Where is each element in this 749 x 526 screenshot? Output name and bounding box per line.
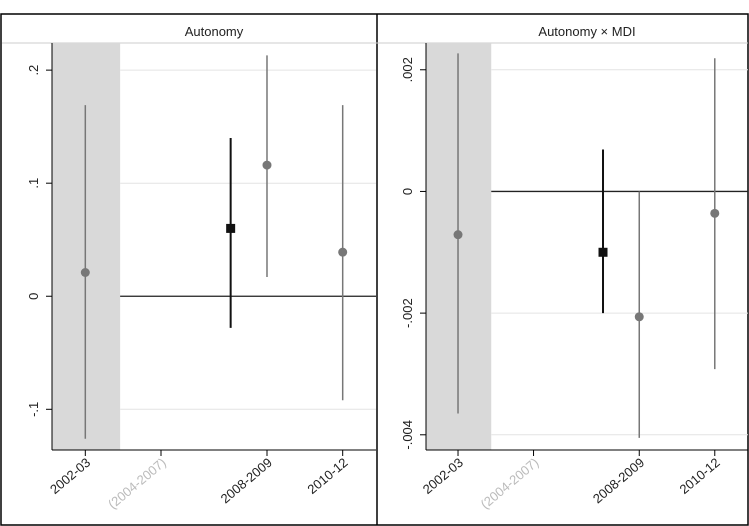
x-tick-label: 2010-12 — [304, 455, 350, 497]
point-estimate — [338, 247, 348, 257]
point-estimate — [262, 160, 272, 170]
shaded-region — [52, 43, 121, 450]
x-tick-label: 2002-03 — [47, 455, 93, 497]
y-tick-label: -.004 — [400, 420, 415, 450]
point-estimate — [80, 268, 90, 278]
outer-border — [0, 13, 749, 526]
y-tick-label: .2 — [26, 65, 41, 76]
point-estimate — [710, 208, 720, 218]
y-tick-label: -.1 — [26, 402, 41, 417]
x-tick-label: 2002-03 — [420, 455, 466, 497]
x-tick-label: (2004-2007) — [478, 455, 542, 512]
panel-title: Autonomy × MDI — [538, 24, 635, 39]
y-tick-label: 0 — [400, 188, 415, 195]
point-estimate — [226, 223, 236, 233]
y-tick-label: 0 — [26, 293, 41, 300]
point-estimate — [598, 247, 608, 257]
y-tick-label: .1 — [26, 178, 41, 189]
point-estimate — [453, 230, 463, 240]
y-tick-label: -.002 — [400, 298, 415, 328]
x-tick-label: 2010-12 — [677, 455, 723, 497]
x-tick-label: (2004-2007) — [105, 455, 169, 512]
point-estimate — [634, 312, 644, 322]
x-tick-label: 2008-2009 — [218, 455, 275, 506]
x-tick-label: 2008-2009 — [590, 455, 647, 506]
panel-title: Autonomy — [185, 24, 244, 39]
y-tick-label: .002 — [400, 57, 415, 82]
